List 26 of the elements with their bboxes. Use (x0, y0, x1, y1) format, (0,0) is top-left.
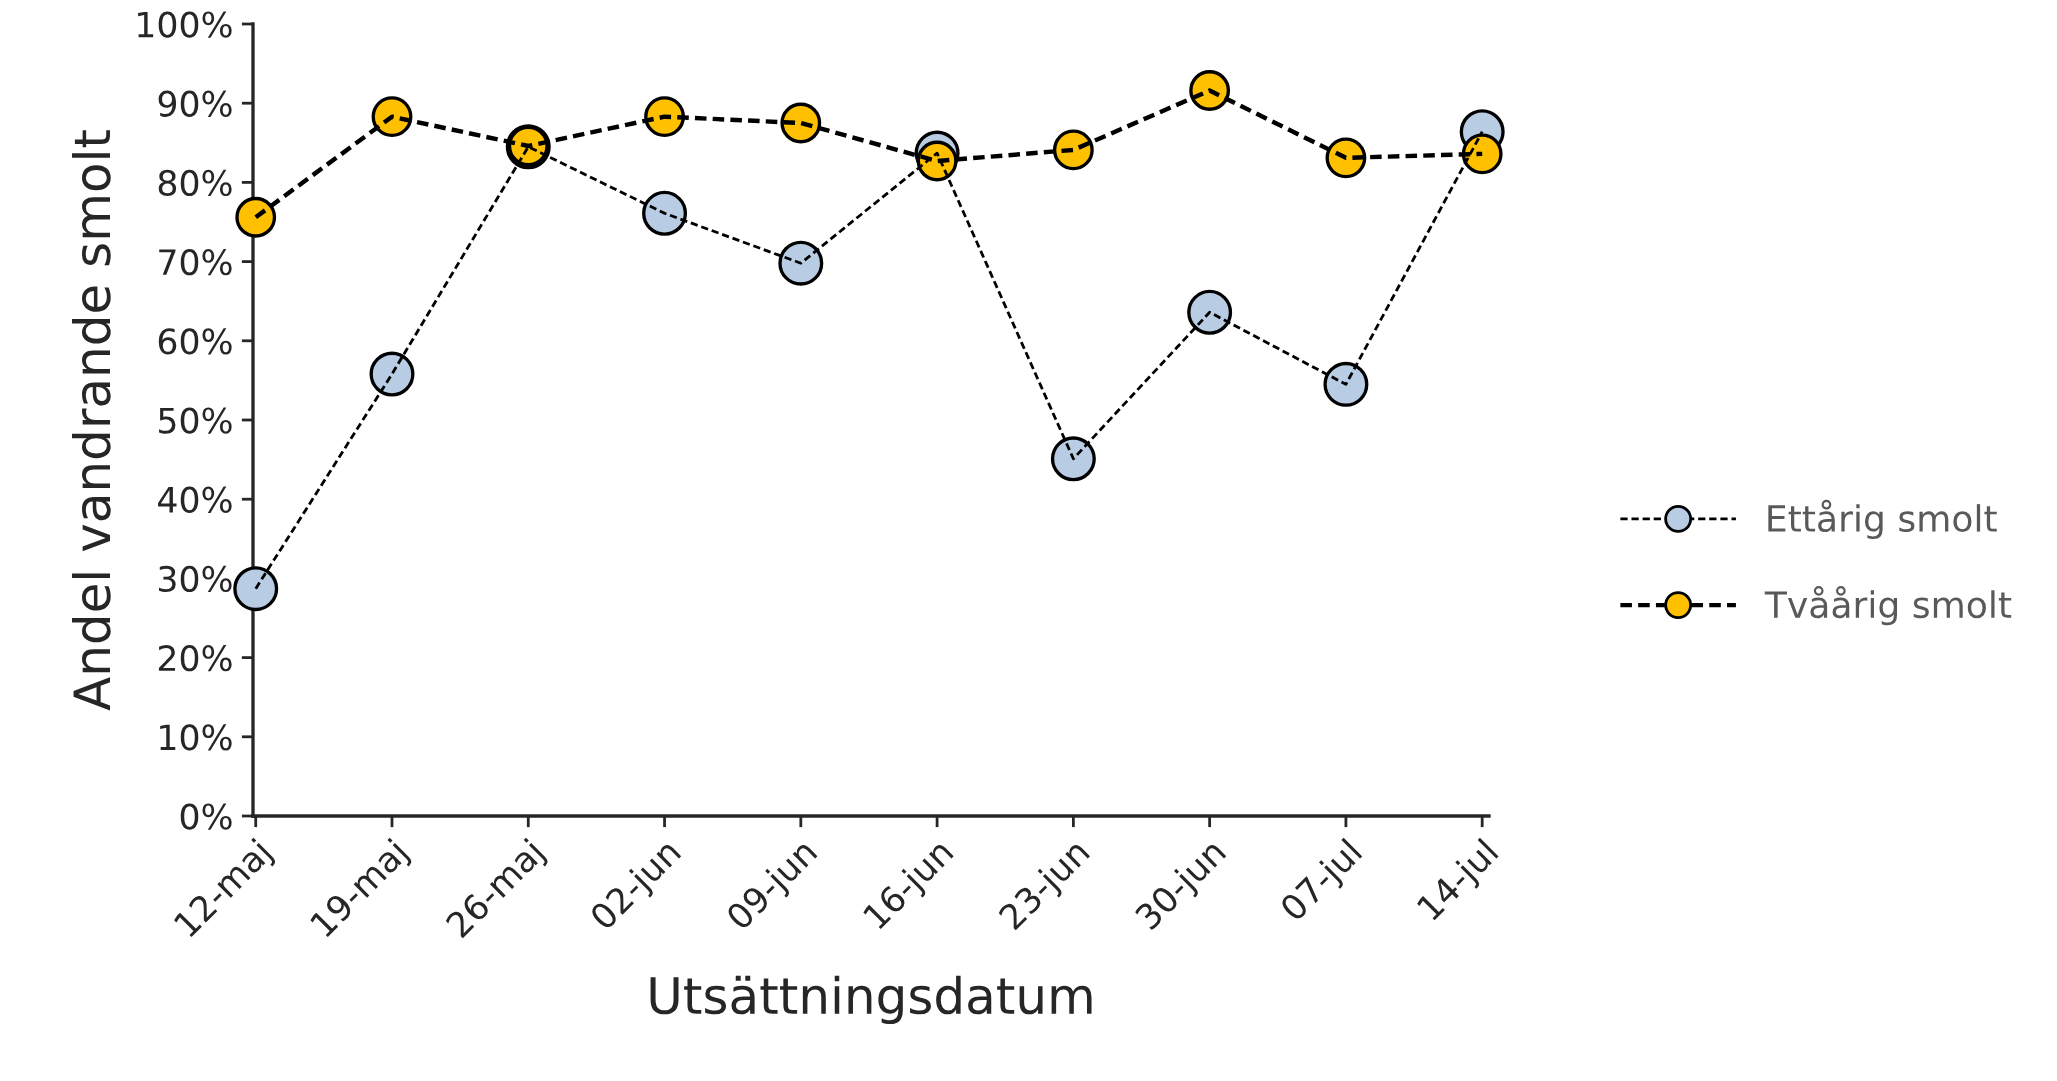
point (1461, 133, 1503, 175)
point (233, 566, 279, 612)
point (1323, 361, 1369, 407)
point (1052, 129, 1094, 171)
y-tick-label: 30% (159, 565, 232, 593)
point (1187, 289, 1233, 335)
y-tick-label: 10% (160, 724, 232, 751)
legend-label: Ettårig smolt (1768, 499, 1997, 540)
y-tick-label: 20% (158, 645, 232, 672)
point (642, 190, 688, 236)
y-tick-label: 40% (158, 486, 232, 513)
y-tick-label: 100% (138, 11, 232, 38)
y-tick-label: 0% (180, 803, 232, 830)
y-tick-label: 60% (158, 328, 232, 355)
point (369, 351, 415, 397)
y-tick-label: 70% (159, 249, 232, 276)
y-tick-label: 90% (158, 90, 232, 117)
point (235, 196, 277, 238)
y-axis-title: Andel vandrande smolt (72, 130, 111, 711)
point (1050, 436, 1096, 482)
y-tick-label: 80% (158, 169, 232, 197)
y-tick-label: 50% (159, 407, 232, 434)
point (780, 102, 822, 144)
point (778, 240, 824, 286)
legend-label: Tvåårig smolt (1764, 586, 2012, 626)
x-axis-title: Utsättningsdatum (650, 975, 1092, 1025)
